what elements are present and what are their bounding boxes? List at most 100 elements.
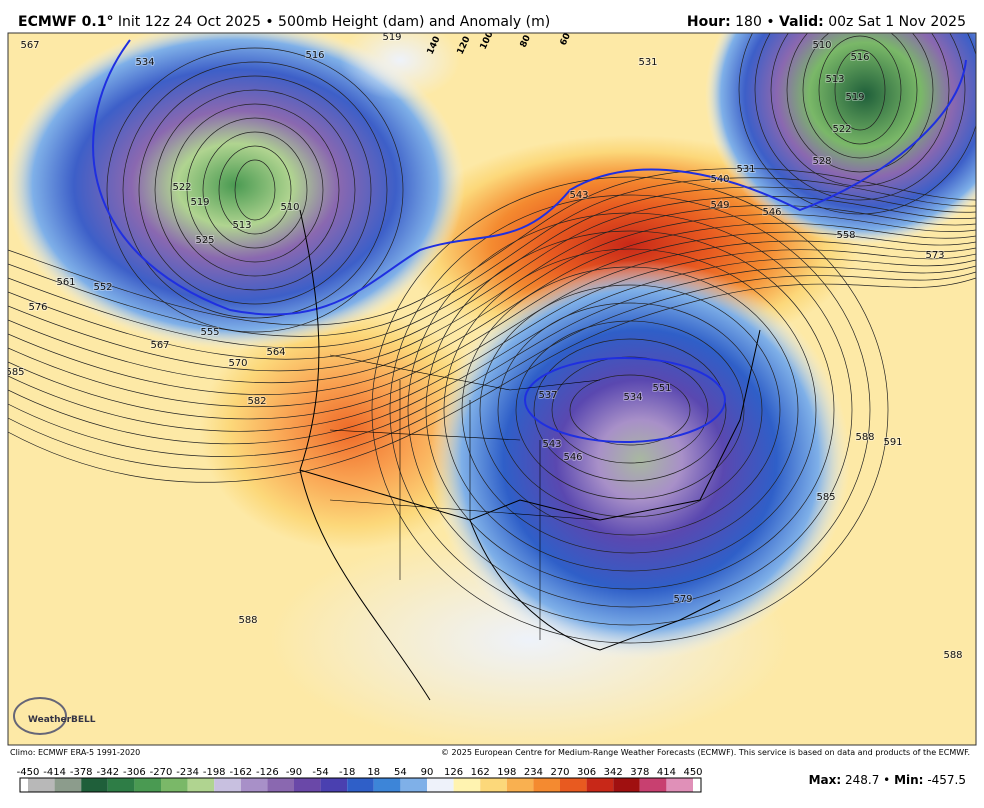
- height-contour: [802, 33, 918, 159]
- height-contour: [754, 33, 966, 201]
- anomaly-shading: [340, 33, 460, 100]
- height-contour: [818, 35, 902, 145]
- colorbar-swatch: [373, 778, 401, 792]
- max: 248.7: [845, 773, 879, 787]
- contour-label: 588: [855, 432, 874, 443]
- height-contour: [8, 249, 976, 432]
- stats-sep: •: [883, 773, 890, 787]
- colorbar-label: 414: [657, 767, 676, 778]
- contour-label: 576: [28, 302, 47, 313]
- stats: Max: 248.7 • Min: -457.5: [809, 773, 966, 787]
- contour-label: 534: [135, 57, 154, 68]
- anomaly-shading: [430, 260, 850, 660]
- colorbar-label: 306: [577, 767, 596, 778]
- contour-label: 564: [266, 347, 285, 358]
- colorbar-swatch: [427, 778, 454, 792]
- height-contour: [425, 230, 835, 590]
- logo-mark: [13, 697, 67, 735]
- contour-label: 588: [943, 650, 962, 661]
- height-contour: [461, 266, 799, 554]
- height-contour: [8, 213, 976, 383]
- height-contour: [8, 168, 976, 326]
- height-contour: [106, 47, 404, 333]
- colorbar-label: 270: [550, 767, 569, 778]
- height-contour: [8, 195, 976, 360]
- height-contour: [8, 277, 976, 483]
- hour-label: Hour:: [687, 14, 731, 30]
- contour-label: 510: [280, 202, 299, 213]
- contour-label: 551: [652, 383, 671, 394]
- colorbar-swatch: [613, 778, 640, 792]
- height-contour: [170, 103, 340, 277]
- colorbar: -450 -414 -378 -342 -306 -270 -234 -198 -162 -126…: [17, 767, 703, 793]
- contour-label: 552: [93, 282, 112, 293]
- contour-label: 567: [150, 340, 169, 351]
- height-contour: [8, 271, 976, 470]
- contour-label: 558: [836, 230, 855, 241]
- colorbar-label: -54: [312, 767, 328, 778]
- contour-label: 567: [20, 40, 39, 51]
- height-contour: [138, 75, 372, 305]
- colorbar-label: -450: [17, 767, 40, 778]
- colorbar-swatch: [54, 778, 82, 792]
- valid-label: Valid:: [779, 14, 824, 30]
- height-contour: [8, 222, 976, 395]
- contour-label: 543: [542, 439, 561, 450]
- height-contour: [497, 302, 763, 518]
- colorbar-swatch: [347, 778, 374, 792]
- colorbar-label: -342: [96, 767, 119, 778]
- colorbar-label: -90: [286, 767, 302, 778]
- colorbar-label: -18: [339, 767, 355, 778]
- height-contour: [569, 374, 691, 446]
- colorbar-label: 198: [497, 767, 516, 778]
- colorbar-label: 450: [683, 767, 702, 778]
- contour-label: 573: [925, 250, 944, 261]
- colorbar-swatch: [267, 778, 294, 792]
- contour-label: 561: [56, 277, 75, 288]
- colorbar-swatch: [187, 778, 215, 792]
- height-contour: [8, 240, 976, 420]
- contour-label: 570: [228, 358, 247, 369]
- colorbar-label: 126: [444, 767, 463, 778]
- borders: [329, 354, 601, 640]
- contour-label: 546: [563, 452, 582, 463]
- min-label: Min:: [894, 773, 923, 787]
- colorbar-swatch: [161, 778, 188, 792]
- contour-label: 531: [638, 57, 657, 68]
- colorbar-swatch: [533, 778, 560, 792]
- contour-label: 528: [812, 156, 831, 167]
- contour-label: 540: [710, 174, 729, 185]
- contour-label: 549: [710, 200, 729, 211]
- colorbar-label: 342: [604, 767, 623, 778]
- contour-label: 534: [623, 392, 642, 403]
- height-contour: [202, 131, 308, 249]
- height-contour: [770, 33, 950, 187]
- map-frame: [7, 32, 977, 746]
- height-contour: [738, 33, 976, 215]
- contour-label: 519: [845, 92, 864, 103]
- title: ECMWF 0.1° Init 12z 24 Oct 2025 • 500mb …: [18, 14, 550, 30]
- colorbar-swatch: [134, 778, 161, 792]
- colorbar-label: -414: [43, 767, 66, 778]
- height-contour: [8, 258, 976, 445]
- colorbar-swatch: [453, 778, 481, 792]
- contour-label: 510: [812, 40, 831, 51]
- contour-label: 543: [569, 190, 588, 201]
- colorbar-swatch: [639, 778, 667, 792]
- height-contour: [8, 177, 976, 337]
- anomaly-shading: [8, 33, 465, 350]
- contour-label: 555: [200, 327, 219, 338]
- min: -457.5: [927, 773, 966, 787]
- contour-label: 516: [850, 52, 869, 63]
- contour-label: 585: [816, 492, 835, 503]
- colorbar-swatch: [294, 778, 321, 792]
- colorbar-label: -234: [176, 767, 199, 778]
- anomaly-shading: [200, 310, 500, 550]
- colorbar-label: -126: [256, 767, 279, 778]
- contour-label: 519: [382, 32, 401, 43]
- contour-label: 537: [538, 390, 557, 401]
- valid: 00z Sat 1 Nov 2025: [828, 14, 966, 30]
- height-contour: [8, 204, 976, 372]
- contour-label: 522: [832, 124, 851, 135]
